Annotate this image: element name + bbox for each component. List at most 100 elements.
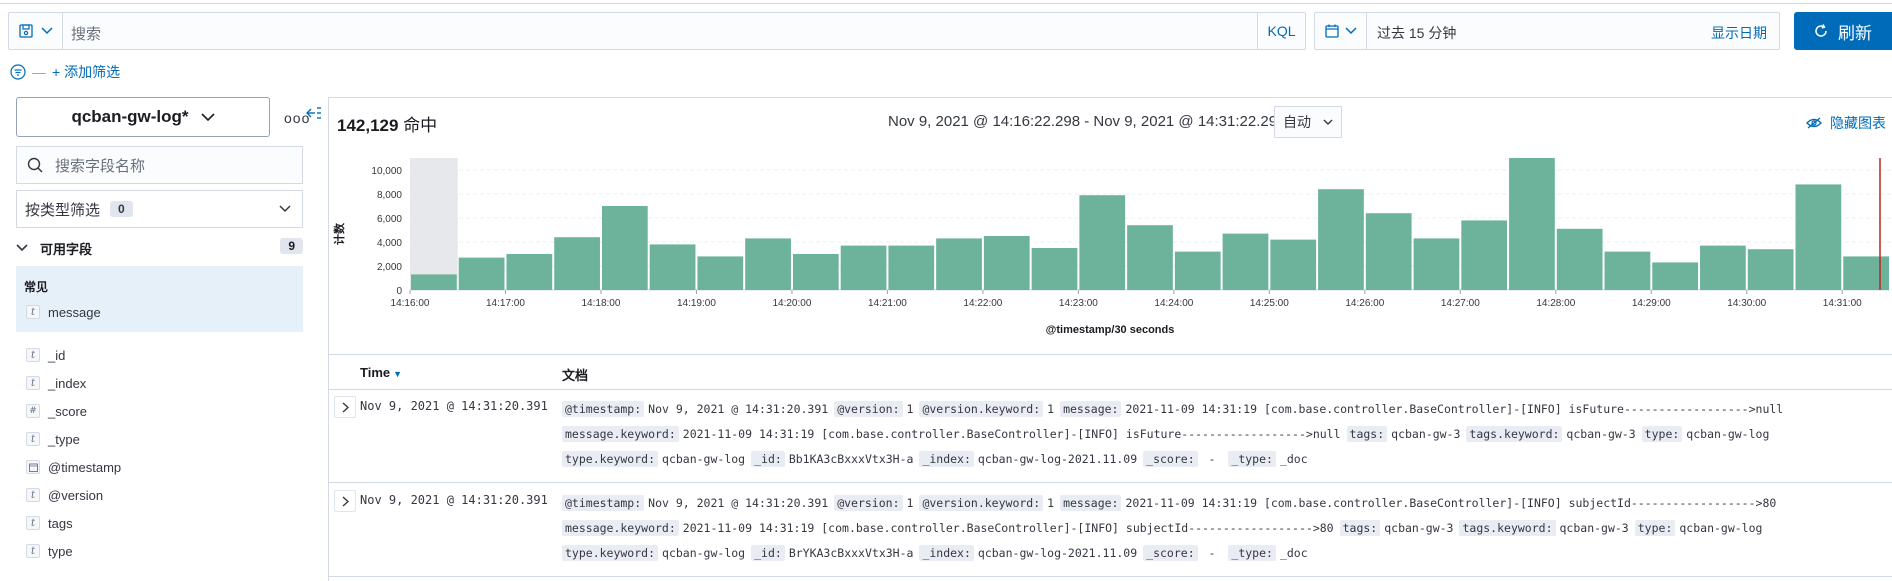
- field-item-id[interactable]: t _id: [26, 345, 65, 365]
- row-timestamp: Nov 9, 2021 @ 14:31:20.391: [360, 399, 548, 413]
- doc-field-value: qcban-gw-log: [662, 452, 746, 466]
- string-type-icon: t: [26, 376, 40, 390]
- doc-field-key: tags:: [1346, 426, 1388, 442]
- histogram-bar: [792, 254, 839, 290]
- number-type-icon: #: [26, 404, 40, 418]
- column-header-time[interactable]: Time ▼: [360, 365, 403, 380]
- y-tick-label: 0: [396, 286, 402, 297]
- x-tick-label: 14:28:00: [1536, 298, 1575, 309]
- histogram-bar: [1031, 248, 1078, 290]
- expand-row-button[interactable]: [334, 490, 356, 512]
- y-axis-title: 计数: [332, 222, 346, 245]
- doc-field-key: _score:: [1143, 545, 1198, 561]
- y-tick-label: 2,000: [377, 262, 402, 273]
- hits-counter: 142,129 命中: [337, 111, 437, 136]
- field-name: @timestamp: [48, 459, 122, 475]
- doc-field-value: qcban-gw-3: [1391, 427, 1461, 441]
- field-item-type[interactable]: t type: [26, 541, 73, 561]
- field-item-message[interactable]: t message: [26, 302, 101, 322]
- histogram-bar: [1795, 184, 1842, 290]
- histogram-bar: [1127, 225, 1173, 290]
- x-tick-label: 14:27:00: [1441, 298, 1480, 309]
- field-item-type[interactable]: t _type: [26, 429, 80, 449]
- doc-field-value: qcban-gw-log-2021.11.09: [977, 546, 1138, 560]
- doc-field-value: qcban-gw-log: [1686, 427, 1770, 441]
- collapse-sidebar-icon[interactable]: [306, 106, 322, 124]
- string-type-icon: t: [26, 544, 40, 558]
- doc-field-value: 2021-11-09 14:31:19 [com.base.controller…: [1125, 402, 1784, 416]
- doc-field-key: @timestamp:: [562, 401, 645, 417]
- histogram-bar: [1222, 233, 1269, 290]
- chevron-right-icon: [342, 401, 349, 413]
- histogram-bar: [936, 238, 982, 290]
- doc-field-key: _index:: [919, 545, 974, 561]
- doc-field-key: tags.keyword:: [1466, 426, 1563, 442]
- time-range-value[interactable]: 过去 15 分钟: [1377, 25, 1457, 41]
- doc-field-key: _id:: [751, 451, 785, 467]
- x-tick-label: 14:29:00: [1632, 298, 1671, 309]
- hits-label: 命中: [403, 116, 438, 135]
- saved-query-button[interactable]: [9, 13, 63, 49]
- doc-field-key: @version.keyword:: [919, 495, 1044, 511]
- doc-field-key: tags:: [1339, 520, 1381, 536]
- main-panel: [328, 97, 1892, 581]
- histogram-bar: [1843, 256, 1889, 290]
- query-language-button[interactable]: KQL: [1257, 13, 1305, 49]
- doc-field-key: message:: [1060, 495, 1122, 511]
- y-tick-label: 8,000: [377, 190, 402, 201]
- x-tick-label: 14:30:00: [1727, 298, 1766, 309]
- doc-field-key: _index:: [919, 451, 974, 467]
- chevron-down-icon: [1323, 119, 1333, 125]
- more-options-icon[interactable]: ooo: [284, 110, 311, 126]
- quick-menu-button[interactable]: [1315, 13, 1367, 49]
- doc-line: @timestamp: Nov 9, 2021 @ 14:31:20.391 @ve…: [562, 397, 1892, 422]
- doc-line: type.keyword: qcban-gw-log _id: BrYKA3cBxxx…: [562, 541, 1892, 566]
- table-row: Nov 9, 2021 @ 14:31:20.391 @timestamp: Nov…: [328, 391, 1892, 483]
- common-fields-group: 常见 t message: [16, 266, 303, 332]
- field-item-version[interactable]: t @version: [26, 485, 103, 505]
- search-input[interactable]: 搜索: [71, 26, 102, 43]
- doc-field-key: @version:: [834, 495, 903, 511]
- field-search-input[interactable]: 搜索字段名称: [16, 146, 303, 184]
- histogram-bar: [1413, 238, 1460, 290]
- index-pattern-selector[interactable]: qcban-gw-log*: [16, 97, 270, 137]
- x-tick-label: 14:18:00: [581, 298, 620, 309]
- doc-field-key: @timestamp:: [562, 495, 645, 511]
- histogram-bar: [1747, 249, 1794, 290]
- show-dates-link[interactable]: 显示日期: [1711, 25, 1767, 41]
- doc-field-value: qcban-gw-log-2021.11.09: [977, 452, 1138, 466]
- histogram-bar: [840, 245, 887, 290]
- field-item-tags[interactable]: t tags: [26, 513, 73, 533]
- interval-select[interactable]: 自动: [1274, 106, 1342, 138]
- doc-field-value: 2021-11-09 14:31:19 [com.base.controller…: [682, 427, 1341, 441]
- doc-field-value: 1: [1047, 402, 1055, 416]
- x-tick-label: 14:31:00: [1823, 298, 1862, 309]
- field-item-timestamp[interactable]: @timestamp: [26, 457, 121, 477]
- sort-desc-icon[interactable]: ▼: [393, 369, 403, 379]
- histogram-bar: [1556, 228, 1603, 290]
- available-fields-count: 9: [280, 238, 303, 254]
- table-row: Nov 9, 2021 @ 14:31:20.391 @timestamp: Nov…: [328, 485, 1892, 577]
- column-header-document: 文档: [562, 368, 589, 383]
- add-filter-button[interactable]: + 添加筛选: [52, 64, 121, 80]
- x-tick-label: 14:20:00: [772, 298, 811, 309]
- partial-bucket-shade: [410, 158, 458, 290]
- refresh-button[interactable]: 刷新: [1794, 12, 1892, 50]
- field-name: type: [48, 543, 73, 559]
- hide-chart-button[interactable]: 隐藏图表: [1806, 113, 1886, 133]
- filter-by-type-button[interactable]: 按类型筛选 0: [16, 190, 303, 228]
- field-item-score[interactable]: # _score: [26, 401, 87, 421]
- histogram-bar: [1461, 220, 1508, 290]
- expand-row-button[interactable]: [334, 396, 356, 418]
- string-type-icon: t: [26, 432, 40, 446]
- filter-icon[interactable]: [10, 64, 26, 80]
- available-fields-toggle[interactable]: 可用字段 9: [16, 238, 303, 258]
- histogram-bar: [1270, 239, 1317, 290]
- chevron-down-icon: [1344, 27, 1357, 35]
- doc-field-value: Bb1KA3cBxxxVtx3H-a: [788, 452, 914, 466]
- histogram-bar: [411, 274, 457, 290]
- row-timestamp: Nov 9, 2021 @ 14:31:20.391: [360, 493, 548, 507]
- field-item-index[interactable]: t _index: [26, 373, 86, 393]
- histogram-chart: 0 2,000 4,000 6,000 8,000 10,000 14:16:00 14:17…: [332, 158, 1890, 336]
- filter-by-type-count: 0: [110, 201, 133, 217]
